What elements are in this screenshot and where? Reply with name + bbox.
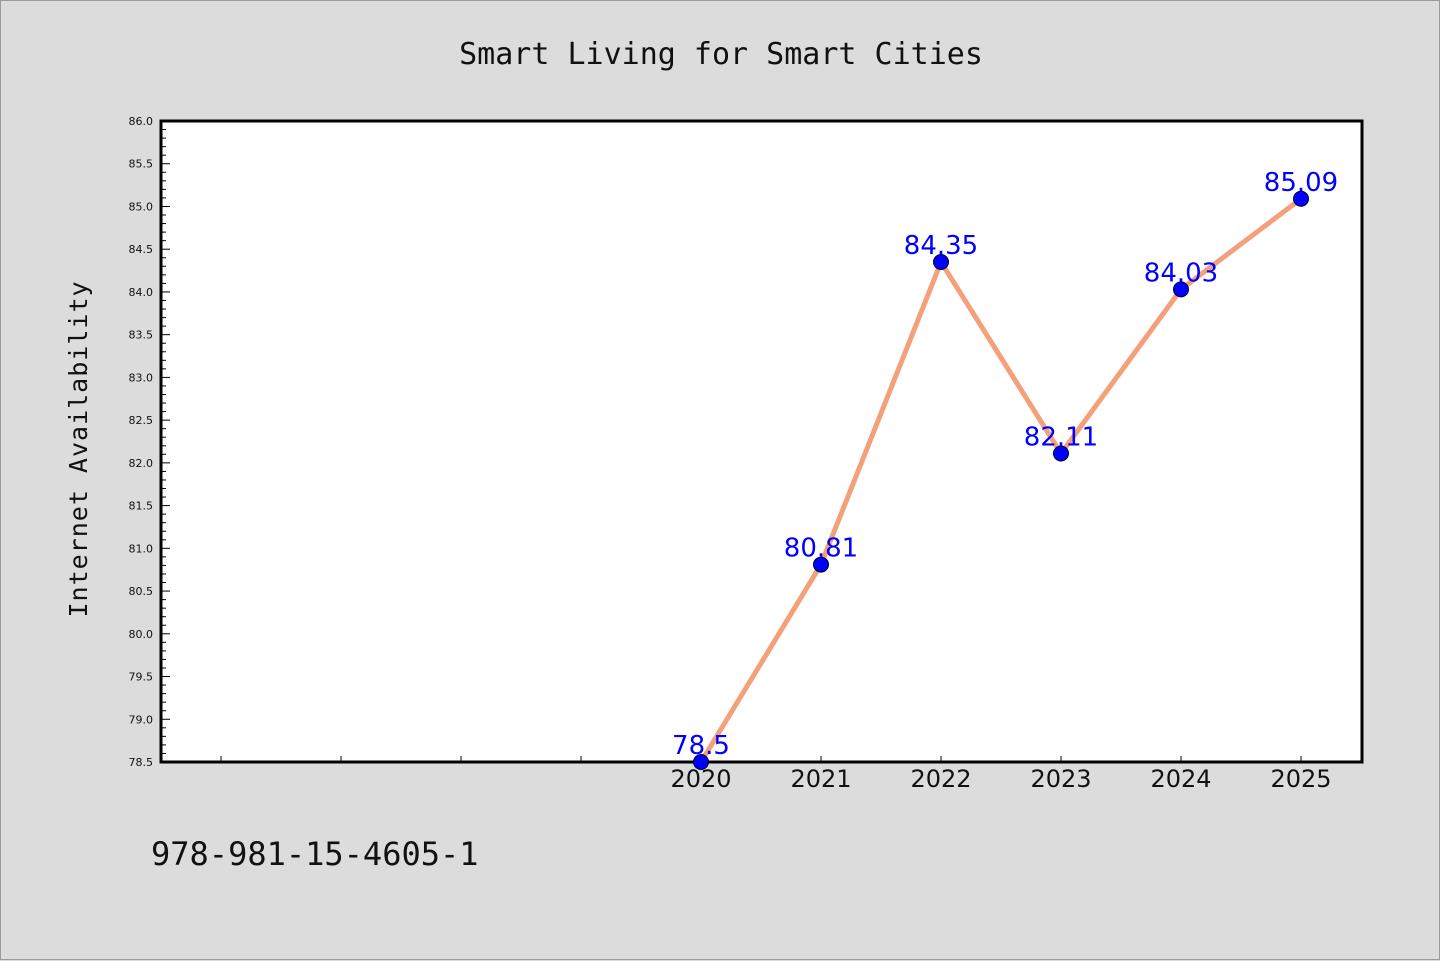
y-tick-label: 80.0 — [129, 628, 154, 641]
y-tick-label: 84.5 — [129, 243, 154, 256]
data-label: 84.03 — [1144, 258, 1218, 288]
y-tick-label: 84.0 — [129, 286, 154, 299]
x-tick-label: 2025 — [1270, 765, 1331, 793]
data-point — [693, 754, 709, 770]
x-tick-label: 2024 — [1150, 765, 1211, 793]
y-tick-label: 78.5 — [129, 756, 154, 769]
plot-area — [159, 119, 1364, 764]
x-tick-label: 2023 — [1030, 765, 1091, 793]
y-axis-label: Internet Availability — [64, 280, 93, 617]
y-tick-label: 80.5 — [129, 585, 154, 598]
y-tick-label: 85.5 — [129, 158, 154, 171]
data-point — [1293, 190, 1309, 207]
x-tick-label: 2022 — [910, 765, 971, 793]
y-tick-label: 81.0 — [129, 542, 154, 555]
y-tick-label: 82.5 — [129, 414, 154, 427]
data-point — [1053, 445, 1069, 462]
x-tick-label: 2021 — [790, 765, 851, 793]
data-point — [1173, 281, 1189, 298]
data-labels: 78.5 80.81 84.35 82.11 84.03 85.09 — [672, 168, 1338, 761]
data-label: 80.81 — [784, 534, 858, 564]
y-tick-label: 83.5 — [129, 329, 154, 342]
x-axis-ticks: 2020 2021 2022 2023 2024 2025 — [220, 756, 1332, 793]
y-axis-ticks: 78.5 79.0 79.5 80.0 80.5 81.0 81.5 82.0 82.5 83.0… — [129, 115, 170, 769]
data-point — [813, 556, 829, 573]
series-markers — [693, 190, 1309, 770]
y-tick-label: 79.0 — [129, 713, 154, 726]
data-point — [933, 254, 949, 271]
y-tick-label: 85.0 — [129, 200, 154, 213]
data-label: 85.09 — [1264, 168, 1338, 198]
y-tick-label: 83.0 — [129, 371, 154, 384]
y-tick-label: 82.0 — [129, 457, 154, 470]
footer-isbn: 978-981-15-4605-1 — [151, 835, 479, 873]
data-label: 82.11 — [1024, 422, 1098, 452]
chart-title: Smart Living for Smart Cities — [459, 37, 983, 72]
data-label: 84.35 — [904, 231, 978, 261]
series-line — [698, 196, 1303, 764]
y-tick-label: 86.0 — [129, 115, 154, 128]
y-tick-label: 79.5 — [129, 671, 154, 684]
y-tick-label: 81.5 — [129, 500, 154, 513]
data-label: 78.5 — [672, 731, 730, 761]
